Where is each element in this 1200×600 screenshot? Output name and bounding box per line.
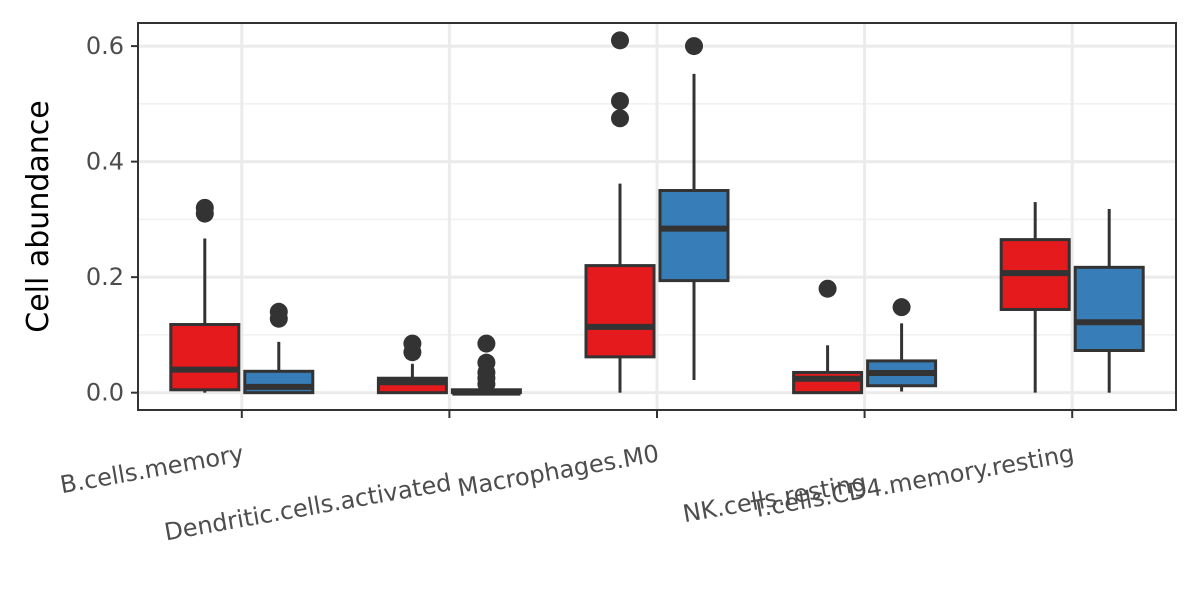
outlier-point [611,91,629,110]
box-plot [1073,208,1145,393]
box-plot [584,31,656,393]
box-plot [999,202,1071,393]
outlier-point [477,334,496,353]
y-tick-label: 0.4 [86,148,124,176]
y-axis-title: Cell abundance [21,100,56,332]
box-iqr [169,323,241,392]
outlier-point [818,279,837,298]
box-plot [866,298,938,392]
outlier-point [685,37,703,56]
outlier-point [195,198,214,217]
y-tick-label: 0.6 [86,32,124,60]
y-tick-label: 0.2 [86,263,124,291]
x-tick-label: Macrophages.M0 [455,439,661,502]
box-plots [169,31,1145,396]
outlier-point [477,353,496,372]
axes: 0.0 0.2 0.4 0.6 B.cells.memoryDendritic.cell… [58,32,1076,546]
outlier-point [892,298,911,317]
outlier-point [269,302,288,321]
box-iqr [792,370,864,395]
grid-lines [138,23,1176,410]
box-iqr [1073,265,1145,353]
box-iqr [658,189,730,283]
box-plot [792,279,864,395]
outlier-point [611,31,629,50]
box-iqr [584,264,656,359]
y-tick-label: 0.0 [86,379,124,407]
outlier-point [403,334,422,353]
outlier-point [611,109,629,128]
x-tick-label: Dendritic.cells.activated [162,468,453,546]
box-plot [658,37,730,380]
box-plot [450,334,522,396]
box-plot [169,198,241,393]
x-tick-label: B.cells.memory [58,439,246,499]
box-plot [376,334,448,395]
box-plot [243,302,315,395]
